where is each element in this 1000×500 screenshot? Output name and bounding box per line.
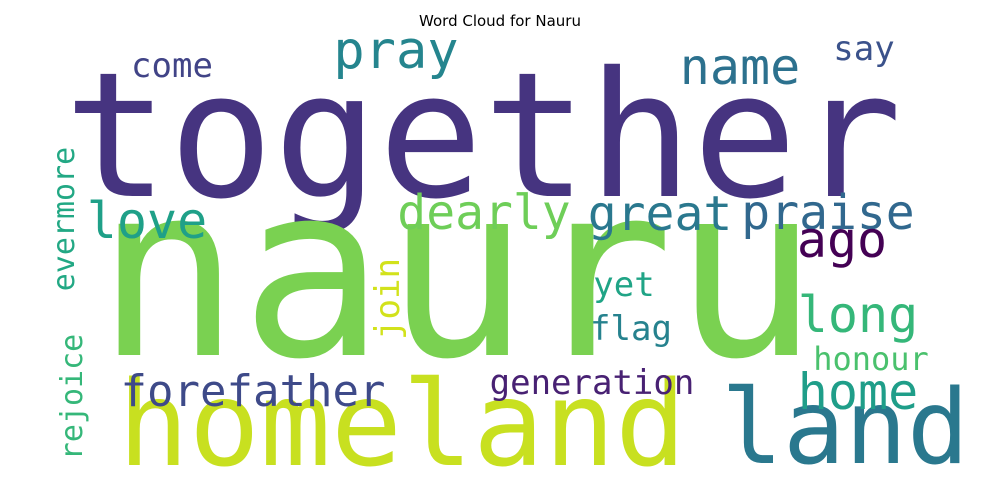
word-land: land <box>721 368 969 488</box>
word-rejoice: rejoice <box>55 334 90 460</box>
word-flag: flag <box>590 309 672 349</box>
word-generation: generation <box>490 363 695 403</box>
word-pray: pray <box>333 21 458 81</box>
word-nauru: nauru <box>96 132 818 412</box>
word-long: long <box>798 286 918 344</box>
word-homeland: homeland <box>118 355 686 493</box>
word-praise: praise <box>741 185 914 241</box>
word-evermore: evermore <box>47 147 82 292</box>
word-say: say <box>833 29 894 69</box>
word-come: come <box>131 46 213 86</box>
word-join: join <box>368 258 408 340</box>
word-name: name <box>680 38 800 96</box>
word-forefather: forefather <box>121 366 386 417</box>
word-dearly: dearly <box>397 185 570 241</box>
word-great: great <box>588 186 733 242</box>
word-ago: ago <box>797 211 887 269</box>
chart-title: Word Cloud for Nauru <box>419 12 581 30</box>
word-home: home <box>798 363 918 421</box>
word-together: together <box>64 35 902 238</box>
word-yet: yet <box>593 265 654 305</box>
word-honour: honour <box>813 340 929 378</box>
word-love: love <box>87 192 207 250</box>
